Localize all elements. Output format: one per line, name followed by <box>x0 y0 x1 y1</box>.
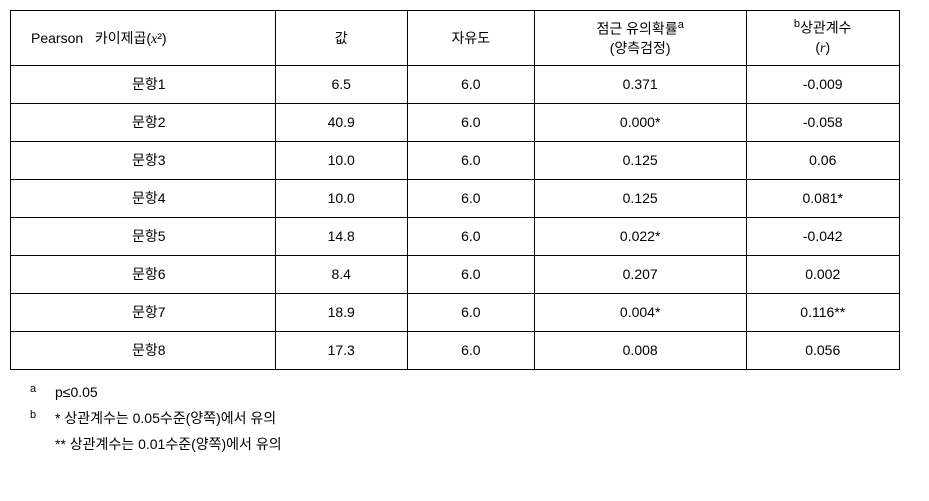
table-row: 문항514.86.00.022*-0.042 <box>11 217 900 255</box>
footnote-b1: b * 상관계수는 0.05수준(양쪽)에서 유의 <box>30 406 919 432</box>
cell-pvalue: 0.125 <box>534 179 746 217</box>
header-pvalue-sup: a <box>678 19 684 31</box>
header-corr: b상관계수 (r) <box>746 11 900 66</box>
table-header-row: Pearson 카이제곱(x²) 값 자유도 점근 유의확률a (양측검정) b… <box>11 11 900 66</box>
cell-value: 40.9 <box>275 103 407 141</box>
header-value: 값 <box>275 11 407 66</box>
table-row: 문항68.46.00.2070.002 <box>11 255 900 293</box>
cell-value: 8.4 <box>275 255 407 293</box>
footnote-a: a p≤0.05 <box>30 380 919 406</box>
footnote-b1-content: 상관계수는 0.05수준(양쪽)에서 유의 <box>64 410 276 426</box>
table-row: 문항718.96.00.004*0.116** <box>11 293 900 331</box>
footnote-b1-star: * <box>55 410 60 426</box>
cell-item: 문항7 <box>11 293 276 331</box>
cell-value: 10.0 <box>275 179 407 217</box>
footnote-b2-marker <box>30 432 55 457</box>
cell-pvalue: 0.125 <box>534 141 746 179</box>
cell-value: 14.8 <box>275 217 407 255</box>
cell-item: 문항4 <box>11 179 276 217</box>
cell-item: 문항2 <box>11 103 276 141</box>
header-pvalue-line1: 점근 유의확률 <box>597 20 678 36</box>
chi-square-table: Pearson 카이제곱(x²) 값 자유도 점근 유의확률a (양측검정) b… <box>10 10 900 370</box>
cell-df: 6.0 <box>407 179 534 217</box>
cell-df: 6.0 <box>407 103 534 141</box>
cell-corr: 0.056 <box>746 331 900 369</box>
header-pvalue: 점근 유의확률a (양측검정) <box>534 11 746 66</box>
cell-pvalue: 0.008 <box>534 331 746 369</box>
table-body: 문항16.56.00.371-0.009문항240.96.00.000*-0.0… <box>11 65 900 369</box>
footnote-b2-star: ** <box>55 436 66 452</box>
header-pvalue-line2: (양측검정) <box>610 40 671 56</box>
footnote-b1-text: * 상관계수는 0.05수준(양쪽)에서 유의 <box>55 406 919 432</box>
cell-corr: 0.06 <box>746 141 900 179</box>
header-corr-line1: 상관계수 <box>800 20 852 36</box>
cell-corr: -0.058 <box>746 103 900 141</box>
cell-value: 6.5 <box>275 65 407 103</box>
cell-item: 문항5 <box>11 217 276 255</box>
table-row: 문항410.06.00.1250.081* <box>11 179 900 217</box>
table-row: 문항310.06.00.1250.06 <box>11 141 900 179</box>
table-row: 문항817.36.00.0080.056 <box>11 331 900 369</box>
table-row: 문항240.96.00.000*-0.058 <box>11 103 900 141</box>
cell-pvalue: 0.022* <box>534 217 746 255</box>
cell-df: 6.0 <box>407 293 534 331</box>
cell-corr: 0.081* <box>746 179 900 217</box>
cell-df: 6.0 <box>407 255 534 293</box>
footnote-b-sup: b <box>30 409 36 421</box>
cell-item: 문항1 <box>11 65 276 103</box>
footnote-b2-content: 상관계수는 0.01수준(양쪽)에서 유의 <box>70 436 282 452</box>
footnote-b2-text: ** 상관계수는 0.01수준(양쪽)에서 유의 <box>55 432 919 457</box>
footnote-a-text: p≤0.05 <box>55 380 919 406</box>
cell-item: 문항3 <box>11 141 276 179</box>
footnote-b2: ** 상관계수는 0.01수준(양쪽)에서 유의 <box>30 432 919 457</box>
cell-pvalue: 0.000* <box>534 103 746 141</box>
footnotes: a p≤0.05 b * 상관계수는 0.05수준(양쪽)에서 유의 ** 상관… <box>30 380 919 457</box>
cell-pvalue: 0.207 <box>534 255 746 293</box>
cell-df: 6.0 <box>407 65 534 103</box>
footnote-a-sup: a <box>30 383 36 395</box>
table-row: 문항16.56.00.371-0.009 <box>11 65 900 103</box>
header-pearson: Pearson 카이제곱(x²) <box>11 11 276 66</box>
cell-df: 6.0 <box>407 217 534 255</box>
cell-value: 18.9 <box>275 293 407 331</box>
cell-item: 문항6 <box>11 255 276 293</box>
cell-value: 10.0 <box>275 141 407 179</box>
cell-corr: 0.116** <box>746 293 900 331</box>
header-pearson-text: Pearson 카이제곱(x²) <box>31 30 167 46</box>
header-df: 자유도 <box>407 11 534 66</box>
footnote-a-marker: a <box>30 380 55 406</box>
cell-pvalue: 0.004* <box>534 293 746 331</box>
cell-corr: 0.002 <box>746 255 900 293</box>
cell-corr: -0.042 <box>746 217 900 255</box>
cell-value: 17.3 <box>275 331 407 369</box>
cell-df: 6.0 <box>407 141 534 179</box>
header-corr-line2: (r) <box>815 39 830 55</box>
cell-df: 6.0 <box>407 331 534 369</box>
footnote-b-marker: b <box>30 406 55 432</box>
cell-pvalue: 0.371 <box>534 65 746 103</box>
cell-item: 문항8 <box>11 331 276 369</box>
cell-corr: -0.009 <box>746 65 900 103</box>
